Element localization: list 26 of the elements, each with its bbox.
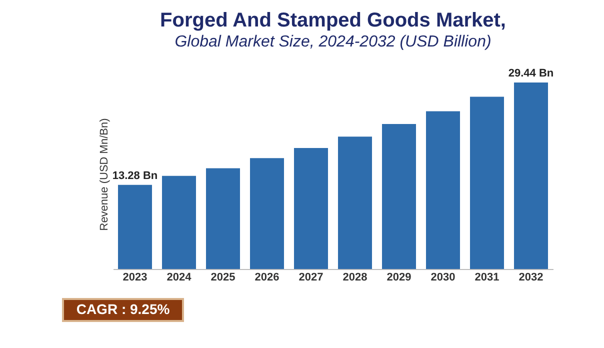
bar: [118, 184, 152, 269]
y-axis-title: Revenue (USD Mn/Bn): [98, 118, 110, 231]
x-tick-label: 2031: [474, 272, 500, 284]
x-tick-label: 2025: [210, 272, 236, 284]
bar: [426, 111, 460, 269]
bar: [470, 96, 504, 269]
bar: [294, 148, 328, 269]
chart-subtitle: Global Market Size, 2024-2032 (USD Billion): [174, 34, 492, 51]
x-tick-label: 2023: [122, 272, 148, 284]
bar: [382, 124, 416, 269]
x-tick-label: 2030: [430, 272, 456, 284]
bar: [206, 168, 240, 269]
x-tick-label: 2029: [386, 272, 412, 284]
bar: [162, 176, 196, 269]
bar: [250, 158, 284, 269]
x-tick-label: 2024: [166, 272, 192, 284]
x-tick-label: 2032: [518, 272, 544, 284]
data-label: 29.44 Bn: [508, 68, 554, 80]
text: CAGR : 9.25%: [76, 301, 170, 317]
data-label: 13.28 Bn: [112, 170, 158, 182]
bar: [514, 82, 548, 269]
chart-title: Forged And Stamped Goods Market,: [160, 10, 506, 32]
x-tick-label: 2026: [254, 272, 280, 284]
bar: [338, 136, 372, 269]
x-tick-label: 2027: [298, 272, 324, 284]
x-tick-label: 2028: [342, 272, 368, 284]
